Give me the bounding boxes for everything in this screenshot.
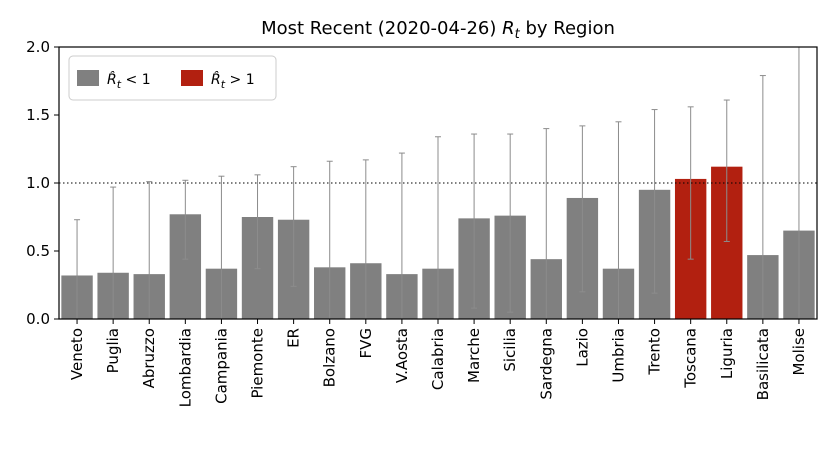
x-tick-label: Abruzzo bbox=[140, 328, 158, 388]
x-tick-label: Bolzano bbox=[321, 328, 339, 387]
title-suffix: by Region bbox=[520, 18, 615, 39]
x-tick-label: Campania bbox=[212, 328, 230, 404]
x-tick-label: V.Aosta bbox=[393, 328, 411, 383]
x-tick-label: Umbria bbox=[609, 328, 627, 383]
x-tick-label: Liguria bbox=[718, 328, 736, 379]
x-tick-label: Lombardia bbox=[176, 328, 194, 407]
x-tick-label: Basilicata bbox=[754, 328, 772, 400]
legend-swatch-2 bbox=[181, 70, 203, 86]
x-tick-label: FVG bbox=[357, 328, 375, 359]
y-tick-label: 1.0 bbox=[26, 174, 50, 192]
y-tick-label: 1.5 bbox=[26, 106, 50, 124]
x-tick-label: ER bbox=[285, 328, 303, 348]
title-prefix: Most Recent (2020-04-26) bbox=[261, 18, 502, 39]
y-tick-label: 2.0 bbox=[26, 38, 50, 56]
legend-box bbox=[68, 55, 277, 101]
title-subscript: t bbox=[515, 27, 521, 42]
legend-swatch-1 bbox=[77, 70, 99, 86]
x-tick-label: Toscana bbox=[682, 328, 700, 389]
x-tick-label: Sicilia bbox=[501, 328, 519, 372]
legend-label-2: R̂t > 1 bbox=[211, 71, 255, 91]
chart-title: Most Recent (2020-04-26) Rt by Region bbox=[261, 18, 615, 42]
x-tick-label: Sardegna bbox=[537, 328, 555, 400]
x-tick-label: Marche bbox=[465, 328, 483, 383]
y-tick-label: 0.0 bbox=[26, 310, 50, 328]
x-tick-label: Lazio bbox=[573, 328, 591, 367]
x-tick-label: Piemonte bbox=[249, 328, 267, 399]
plot-area: 0.0 0.5 1.0 1.5 2.0 Veneto Puglia Abruzzo Lombar… bbox=[26, 38, 818, 407]
x-tick-label: Veneto bbox=[68, 328, 86, 380]
x-tick-label: Calabria bbox=[429, 328, 447, 390]
x-tick-label: Puglia bbox=[104, 328, 122, 373]
title-symbol: R bbox=[502, 18, 515, 39]
y-tick-label: 0.5 bbox=[26, 242, 50, 260]
x-tick-label: Molise bbox=[790, 328, 808, 376]
x-tick-label: Trento bbox=[646, 328, 664, 376]
legend-label-1: R̂t < 1 bbox=[107, 71, 151, 91]
